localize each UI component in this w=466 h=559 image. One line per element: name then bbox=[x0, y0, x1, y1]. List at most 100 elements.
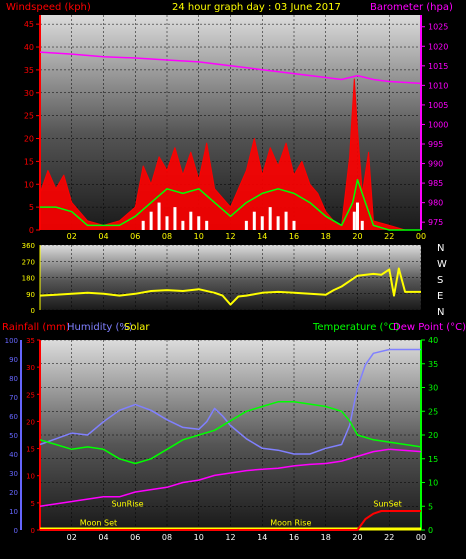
wind-tick-label: 35 bbox=[24, 66, 34, 75]
dewpoint-series bbox=[39, 448, 422, 508]
wind-tick-label: 45 bbox=[24, 20, 34, 29]
compass-label: N bbox=[437, 307, 444, 318]
temp-x-tick-label: 08 bbox=[162, 533, 172, 542]
solar-axis-label: Solar bbox=[124, 322, 150, 333]
humidity-tick-label: 90 bbox=[9, 356, 18, 364]
humidity-tick-label: 70 bbox=[9, 394, 18, 402]
temp-tick-label: 35 bbox=[428, 360, 438, 369]
humidity-tick-label: 80 bbox=[9, 375, 18, 383]
wind-tick-label: 30 bbox=[24, 89, 34, 98]
wind-tick-label: 25 bbox=[24, 112, 34, 121]
barometer-tick-label: 995 bbox=[428, 140, 443, 149]
barometer-tick-label: 990 bbox=[428, 160, 443, 169]
wind-x-tick-label: 00 bbox=[416, 232, 426, 241]
direction-tick-label: 360 bbox=[22, 242, 35, 250]
compass-label: S bbox=[437, 275, 443, 286]
humidity-tick-label: 50 bbox=[9, 432, 18, 440]
temperature-axis-label: Temperature (°C) bbox=[312, 322, 399, 333]
temp-x-tick-label: 02 bbox=[67, 533, 77, 542]
wind-x-tick-label: 08 bbox=[162, 232, 172, 241]
direction-series bbox=[39, 267, 421, 306]
event-annotation: Moon Set bbox=[80, 518, 117, 527]
wind-x-tick-label: 02 bbox=[67, 232, 77, 241]
humidity-tick-label: 30 bbox=[9, 470, 18, 478]
rain-tick-label: 10 bbox=[26, 473, 35, 481]
wind-axis-label: Windspeed (kph) bbox=[6, 2, 91, 13]
direction-tick-label: 90 bbox=[26, 291, 35, 299]
temp-tick-label: 25 bbox=[428, 407, 438, 416]
rainfall-axis-label: Rainfall (mm) bbox=[2, 322, 70, 333]
event-annotation: Moon Rise bbox=[270, 518, 311, 527]
temp-tick-label: 40 bbox=[428, 336, 438, 345]
dewpoint-axis-label: Dew Point (°C) bbox=[393, 322, 466, 333]
event-annotation: SunRise bbox=[111, 499, 143, 508]
barometer-axis-label: Barometer (hpa) bbox=[370, 2, 453, 13]
direction-tick-label: 180 bbox=[22, 275, 35, 283]
temp-x-tick-label: 16 bbox=[289, 533, 299, 542]
temp-tick-label: 30 bbox=[428, 384, 438, 393]
direction-tick-label: 0 bbox=[31, 307, 35, 315]
temp-x-tick-label: 10 bbox=[194, 533, 204, 542]
humidity-tick-label: 10 bbox=[9, 508, 18, 516]
humidity-axis-label: Humidity (%) bbox=[67, 322, 133, 333]
humidity-tick-label: 20 bbox=[9, 489, 18, 497]
wind-x-tick-label: 12 bbox=[225, 232, 235, 241]
humidity-series bbox=[39, 348, 421, 455]
barometer-tick-label: 1010 bbox=[428, 81, 448, 90]
humidity-tick-label: 40 bbox=[9, 451, 18, 459]
rain-tick-label: 30 bbox=[26, 364, 35, 372]
chart-title: 24 hour graph day : 03 June 2017 bbox=[172, 2, 341, 13]
rain-tick-label: 5 bbox=[31, 500, 35, 508]
temp-x-tick-label: 18 bbox=[321, 533, 331, 542]
rain-tick-label: 15 bbox=[26, 446, 35, 454]
wind-x-tick-label: 04 bbox=[98, 232, 108, 241]
rain-series bbox=[40, 510, 421, 531]
wind-tick-label: 10 bbox=[24, 180, 34, 189]
compass-label: N bbox=[437, 243, 444, 254]
barometer-tick-label: 980 bbox=[428, 199, 443, 208]
compass-label: E bbox=[437, 291, 443, 302]
barometer-tick-label: 985 bbox=[428, 179, 443, 188]
chart-marks: 0510152025303540459759809859909951000100… bbox=[5, 15, 448, 542]
wind-x-tick-label: 18 bbox=[321, 232, 331, 241]
wind-gust-series bbox=[39, 78, 421, 231]
barometer-tick-label: 1015 bbox=[428, 62, 448, 71]
humidity-tick-label: 60 bbox=[9, 413, 18, 421]
wind-x-tick-label: 06 bbox=[130, 232, 140, 241]
rain-tick-label: 25 bbox=[26, 391, 35, 399]
humidity-tick-label: 100 bbox=[5, 337, 18, 345]
temp-tick-label: 20 bbox=[428, 431, 438, 440]
temp-x-tick-label: 20 bbox=[352, 533, 362, 542]
temp-tick-label: 15 bbox=[428, 455, 438, 464]
wind-tick-label: 15 bbox=[24, 157, 34, 166]
rain-tick-label: 20 bbox=[26, 418, 35, 426]
temp-x-tick-label: 12 bbox=[225, 533, 235, 542]
wind-average-series bbox=[40, 178, 421, 231]
barometer-tick-label: 1005 bbox=[428, 101, 448, 110]
humidity-tick-label: 0 bbox=[14, 527, 18, 535]
temperature-series bbox=[39, 401, 422, 465]
temp-tick-label: 0 bbox=[428, 526, 433, 535]
rain-tick-label: 35 bbox=[26, 337, 35, 345]
temp-x-tick-label: 00 bbox=[416, 533, 426, 542]
wind-tick-label: 40 bbox=[24, 43, 34, 52]
wind-x-tick-label: 16 bbox=[289, 232, 299, 241]
wind-x-tick-label: 14 bbox=[257, 232, 267, 241]
temp-x-tick-label: 06 bbox=[130, 533, 140, 542]
barometer-series bbox=[39, 51, 422, 85]
compass-label: W bbox=[437, 259, 447, 270]
wind-x-tick-label: 22 bbox=[384, 232, 394, 241]
temp-x-tick-label: 22 bbox=[384, 533, 394, 542]
wind-x-tick-label: 10 bbox=[194, 232, 204, 241]
direction-tick-label: 270 bbox=[22, 258, 35, 266]
barometer-tick-label: 1000 bbox=[428, 120, 448, 129]
wind-tick-label: 20 bbox=[24, 135, 34, 144]
barometer-tick-label: 1020 bbox=[428, 42, 448, 51]
temp-tick-label: 5 bbox=[428, 502, 433, 511]
barometer-tick-label: 975 bbox=[428, 218, 443, 227]
temp-x-tick-label: 04 bbox=[98, 533, 108, 542]
barometer-tick-label: 1025 bbox=[428, 23, 448, 32]
wind-tick-label: 5 bbox=[29, 203, 34, 212]
